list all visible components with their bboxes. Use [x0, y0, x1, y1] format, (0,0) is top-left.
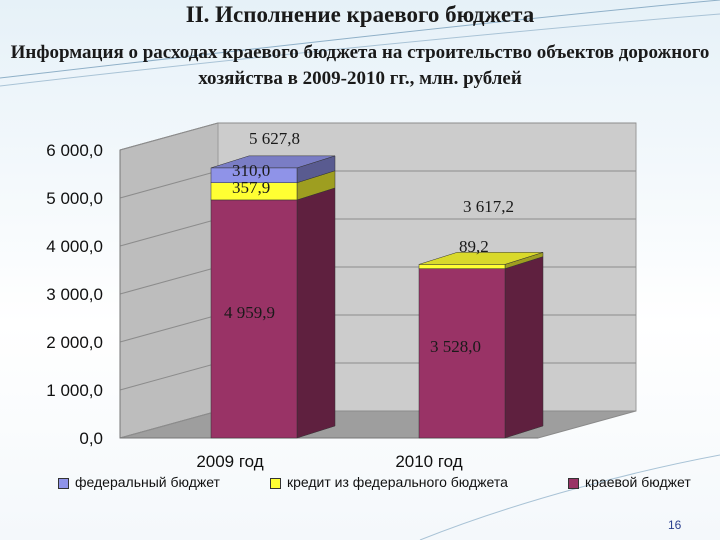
- data-label-federal-2009: 310,0: [232, 161, 270, 180]
- bar-side-segment: [296, 187, 336, 439]
- data-label-credit-2009: 357,9: [232, 178, 270, 197]
- legend-item-credit: кредит из федерального бюджета: [270, 474, 508, 490]
- legend-swatch-credit: [270, 477, 281, 489]
- y-tick-label: 0,0: [79, 429, 103, 448]
- gridline: [119, 122, 636, 151]
- legend-item-regional: краевой бюджет: [568, 474, 691, 490]
- y-tick-label: 6 000,0: [46, 141, 103, 160]
- data-label-regional-2010: 3 528,0: [430, 337, 481, 356]
- bar-top-face: [418, 252, 544, 265]
- bar-segment: [418, 268, 506, 439]
- data-label-credit-2010: 89,2: [459, 237, 489, 256]
- legend-label-credit: кредит из федерального бюджета: [287, 474, 508, 490]
- legend-label-federal: федеральный бюджет: [75, 474, 220, 490]
- slide-title: II. Исполнение краевого бюджета: [185, 2, 535, 27]
- bar-segment: [418, 264, 506, 269]
- x-tick-label: 2010 год: [395, 452, 462, 471]
- legend-swatch-federal: [58, 477, 69, 489]
- y-tick-label: 1 000,0: [46, 381, 103, 400]
- data-label-total-2010: 3 617,2: [463, 197, 514, 216]
- page-number: 16: [668, 518, 682, 532]
- y-tick-label: 2 000,0: [46, 333, 103, 352]
- x-tick-label: 2009 год: [196, 452, 263, 471]
- bar-segment: [210, 199, 298, 439]
- legend-label-regional: краевой бюджет: [585, 474, 691, 490]
- data-label-total-2009: 5 627,8: [249, 129, 300, 148]
- legend-swatch-regional: [568, 477, 579, 489]
- slide-subtitle: Информация о расходах краевого бюджета н…: [10, 42, 710, 89]
- bar-top-face: [210, 155, 336, 169]
- bar-side-segment: [504, 256, 544, 439]
- data-label-regional-2009: 4 959,9: [224, 303, 275, 322]
- y-tick-label: 4 000,0: [46, 237, 103, 256]
- y-tick-label: 5 000,0: [46, 189, 103, 208]
- y-tick-label: 3 000,0: [46, 285, 103, 304]
- legend-item-federal: федеральный бюджет: [58, 474, 220, 490]
